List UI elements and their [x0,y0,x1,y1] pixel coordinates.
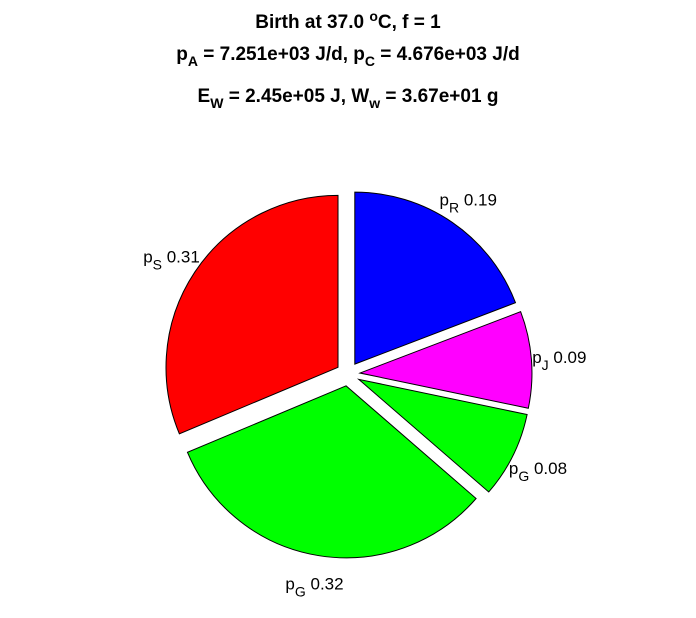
slice-label-4: pS 0.31 [143,248,200,273]
pie-slice-4 [165,194,339,435]
slice-label-2: pG 0.08 [509,459,567,484]
slice-label-1: pJ 0.09 [532,348,586,373]
chart-title-line-3: EW = 2.45e+05 J, Ww = 3.67e+01 g [197,86,499,111]
pie-slice-3 [186,385,477,559]
slice-label-3: pG 0.32 [285,574,343,599]
chart-title-line-1: Birth at 37.0 oC, f = 1 [255,8,441,33]
chart-title-line-2: pA = 7.251e+03 J/d, pC = 4.676e+03 J/d [176,44,520,69]
slice-label-0: pR 0.19 [440,190,497,215]
pie-slice-1 [358,311,533,409]
pie-slice-2 [356,378,528,493]
pie-slice-0 [354,191,517,365]
